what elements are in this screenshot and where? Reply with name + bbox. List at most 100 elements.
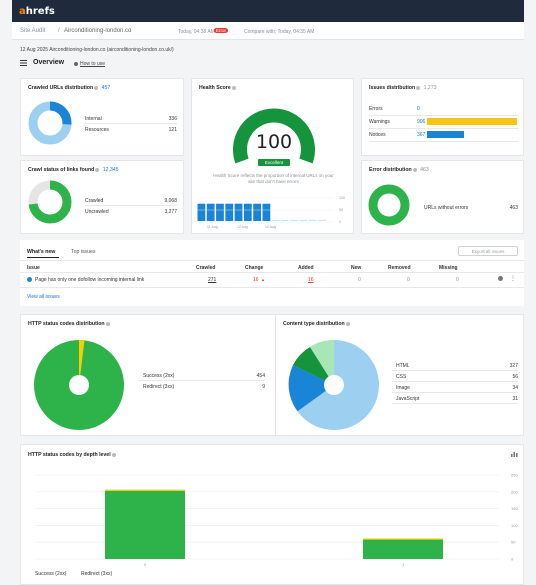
breadcrumb-tool[interactable]: Site Audit — [20, 28, 46, 34]
crawl-date-selector[interactable]: Today, 04:38 AM — [178, 29, 215, 35]
issues-distribution-row[interactable]: Warnings 906 — [369, 118, 519, 128]
error-distribution-card: Error distribution 463 URLs without erro… — [361, 160, 524, 234]
health-score-badge: Excellent — [258, 159, 290, 166]
arrow-up-icon: ▲ — [261, 277, 265, 282]
error-badge: Error — [214, 28, 228, 33]
depth-bar[interactable] — [363, 538, 443, 559]
legend-item-success[interactable]: Success (2xx) — [35, 571, 67, 577]
compare-selector[interactable]: Compare with: Today, 04:35 AM — [244, 29, 315, 35]
added-value[interactable]: 16 — [308, 277, 314, 283]
x-tick-label: 1 — [402, 562, 405, 567]
row-value: 34 — [512, 385, 518, 391]
crawled-urls-row[interactable]: Resources 121 — [85, 127, 177, 137]
health-x-tick-label: 12 Aug — [237, 225, 248, 229]
row-label: Internal — [85, 116, 102, 122]
change-value: 16 — [253, 277, 259, 283]
row-value[interactable]: 0 — [417, 106, 420, 112]
health-score-title: Health Score — [199, 85, 236, 91]
depth-bar[interactable] — [105, 489, 185, 559]
row-label: URLs without errors — [424, 205, 469, 211]
http-status-row[interactable]: Success (2xx) 454 — [139, 373, 265, 383]
depth-bar-redirect-segment — [363, 538, 443, 540]
help-icon[interactable] — [498, 276, 503, 281]
column-header-added[interactable]: Added — [298, 265, 314, 271]
crawl-status-row[interactable]: Uncrawled 3,277 — [85, 209, 177, 219]
tab-whats-new[interactable]: What's new — [27, 249, 56, 255]
chart-settings-icon[interactable] — [511, 451, 518, 459]
health-score-description-1: Health Score reflects the proportion of … — [213, 173, 334, 178]
view-all-issues-link[interactable]: View all issues — [27, 294, 60, 300]
legend-item-redirect[interactable]: Redirect (3xx) — [81, 571, 113, 577]
issues-distribution-row[interactable]: Errors 0 — [369, 105, 519, 115]
crawled-urls-row[interactable]: Internal 336 — [85, 116, 177, 126]
divider — [139, 380, 265, 381]
help-icon — [73, 61, 78, 67]
crawled-urls-total[interactable]: 457 — [101, 85, 111, 91]
divider — [392, 403, 518, 404]
issues-bar — [427, 118, 517, 125]
removed-value: 0 — [407, 277, 410, 283]
more-options-icon[interactable]: ⋮ — [510, 276, 516, 282]
row-label: Redirect (3xx) — [143, 384, 175, 390]
column-header-issue[interactable]: Issue — [27, 265, 40, 271]
column-header-missing[interactable]: Missing — [439, 265, 458, 271]
crawled-value[interactable]: 271 — [208, 277, 217, 283]
depth-bar-redirect-segment — [105, 489, 185, 491]
http-status-row[interactable]: Redirect (3xx) 9 — [139, 384, 265, 394]
menu-icon[interactable] — [20, 60, 27, 68]
column-header-crawled[interactable]: Crawled — [196, 265, 216, 271]
divider — [85, 123, 177, 124]
health-bar — [197, 203, 206, 221]
content-type-row[interactable]: Image 34 — [392, 385, 518, 395]
audit-header: Site Audit / Airconditioning-london.co T… — [12, 22, 524, 40]
crawl-status-donut — [28, 180, 72, 224]
y-tick-label: 50 — [511, 540, 516, 545]
column-header-new[interactable]: New — [351, 265, 362, 271]
error-distribution-row[interactable]: URLs without errors 463 — [424, 205, 518, 215]
tab-top-issues[interactable]: Top issues — [71, 249, 96, 255]
crawl-status-card: Crawl status of links found 12,345 Crawl… — [20, 160, 184, 234]
content-type-row[interactable]: HTML 327 — [392, 363, 518, 373]
content-type-row[interactable]: CSS 56 — [392, 374, 518, 384]
error-distribution-title: Error distribution 463 — [369, 167, 429, 173]
row-value: 121 — [168, 127, 177, 133]
column-header-removed[interactable]: Removed — [388, 265, 411, 271]
depth-chart-title: HTTP status codes by depth level — [28, 452, 116, 458]
row-value[interactable]: 906 — [417, 119, 426, 125]
row-value: 9,068 — [164, 198, 177, 204]
health-bar — [234, 203, 243, 221]
issues-distribution-row[interactable]: Notices 367 — [369, 131, 519, 141]
crawl-status-total[interactable]: 12,345 — [102, 167, 119, 173]
breadcrumb-project[interactable]: Airconditioning-london.co — [64, 28, 132, 34]
content-type-card: Content type distribution HTML 327 CSS 56 Im… — [275, 314, 524, 436]
content-type-row[interactable]: JavaScript 31 — [392, 396, 518, 406]
crawled-urls-donut — [28, 101, 72, 145]
health-bar — [308, 220, 317, 221]
health-x-tick-label: 11 Aug — [207, 225, 218, 229]
health-score-history-chart: 100 50 0 11 Aug 12 Aug 12 Aug — [197, 196, 345, 229]
health-bar — [253, 203, 261, 221]
health-score-card: Health Score 100 Excellent Health Score … — [191, 78, 354, 234]
health-bar — [206, 203, 215, 221]
row-value[interactable]: 367 — [417, 132, 426, 138]
row-value: 454 — [256, 373, 265, 379]
crawl-status-row[interactable]: Crawled 9,068 — [85, 198, 177, 208]
health-bar — [271, 220, 280, 221]
row-label: HTML — [396, 363, 410, 369]
column-header-change[interactable]: Change — [245, 265, 264, 271]
divider — [20, 272, 524, 273]
export-all-issues-button[interactable]: Export all issues — [458, 246, 518, 256]
table-row[interactable]: Page has only one dofollow incoming inte… — [20, 274, 524, 286]
row-label: Crawled — [85, 198, 104, 204]
row-value: 336 — [168, 116, 177, 122]
divider — [369, 141, 519, 142]
crawl-status-title: Crawl status of links found 12,345 — [28, 167, 119, 173]
issue-name[interactable]: Page has only one dofollow incoming inte… — [35, 277, 145, 283]
divider — [20, 260, 524, 261]
health-score-value: 100 — [255, 131, 293, 153]
ahrefs-logo[interactable]: ahrefs — [19, 6, 55, 17]
how-to-use-link[interactable]: How to use — [80, 61, 106, 67]
http-status-pie — [34, 339, 124, 430]
issues-distribution-total: 1,273 — [423, 85, 437, 91]
info-icon — [105, 321, 110, 326]
